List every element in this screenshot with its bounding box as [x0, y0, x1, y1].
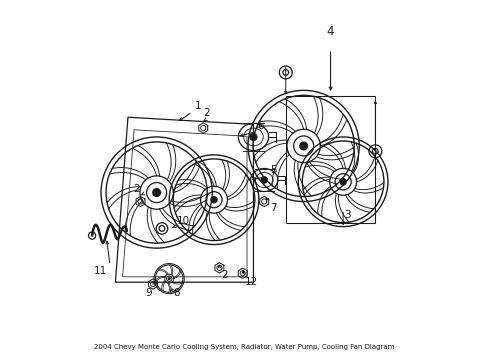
Circle shape — [210, 197, 217, 203]
Text: 2: 2 — [133, 184, 140, 194]
Circle shape — [168, 278, 170, 280]
Text: 5: 5 — [269, 165, 276, 175]
Text: 3: 3 — [344, 211, 350, 220]
Circle shape — [299, 142, 307, 150]
Text: 8: 8 — [172, 288, 179, 298]
Text: 4: 4 — [326, 25, 334, 39]
Circle shape — [339, 179, 346, 185]
Text: 1: 1 — [194, 101, 201, 111]
Text: 10: 10 — [176, 216, 189, 226]
Text: 9: 9 — [145, 288, 152, 298]
Circle shape — [260, 177, 267, 183]
Text: 12: 12 — [244, 277, 258, 287]
Text: 2: 2 — [221, 270, 227, 280]
Text: 2: 2 — [203, 108, 209, 118]
Circle shape — [249, 133, 257, 141]
Text: 7: 7 — [269, 203, 276, 213]
Text: 6: 6 — [257, 121, 264, 131]
Text: 11: 11 — [94, 266, 107, 276]
Text: 2004 Chevy Monte Carlo Cooling System, Radiator, Water Pump, Cooling Fan Diagram: 2004 Chevy Monte Carlo Cooling System, R… — [94, 345, 394, 350]
Circle shape — [152, 189, 160, 197]
